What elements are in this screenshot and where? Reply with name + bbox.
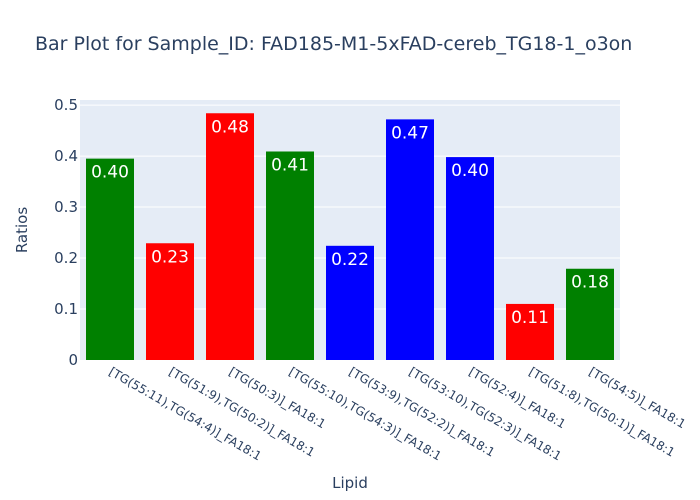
bar	[446, 157, 494, 360]
x-axis-title: Lipid	[332, 474, 368, 492]
x-tick-label: [TG(52:4)]_FA18:1	[467, 364, 569, 431]
bar-value-label: 0.47	[391, 123, 429, 143]
bar-value-label: 0.40	[451, 161, 489, 181]
chart-title: Bar Plot for Sample_ID: FAD185-M1-5xFAD-…	[35, 33, 632, 55]
y-axis-title: Ratios	[13, 207, 31, 254]
bar	[566, 268, 614, 360]
bar	[146, 243, 194, 360]
y-tick-label: 0	[68, 351, 78, 369]
y-tick-label: 0.2	[54, 249, 78, 267]
x-tick-label: [TG(54:5)]_FA18:1	[587, 364, 689, 431]
bar	[326, 245, 374, 360]
x-axis-ticks: [TG(55:11),TG(54:4)]_FA18:1[TG(51:9),TG(…	[107, 364, 689, 463]
bar-value-label: 0.11	[511, 308, 549, 328]
y-tick-label: 0.5	[54, 96, 78, 114]
y-axis-ticks: 0 0.1 0.2 0.3 0.4 0.5	[54, 96, 78, 369]
bar	[266, 151, 314, 360]
bar	[506, 303, 554, 360]
bar	[86, 158, 134, 360]
bar	[386, 119, 434, 360]
bar-value-label: 0.18	[571, 273, 609, 293]
bar	[206, 113, 254, 360]
bar-value-label: 0.48	[211, 117, 249, 137]
bar-value-label: 0.22	[331, 250, 369, 270]
y-tick-label: 0.3	[54, 198, 78, 216]
x-tick-label: [TG(50:3)]_FA18:1	[227, 364, 329, 431]
bars: 0.40 0.23 0.48 0.41 0.22 0.47 0.40 0.11 0.18	[86, 113, 614, 360]
bar-value-label: 0.40	[91, 163, 129, 183]
bar-value-label: 0.23	[151, 247, 189, 267]
y-tick-label: 0.1	[54, 300, 78, 318]
bar-value-label: 0.41	[271, 155, 309, 175]
y-tick-label: 0.4	[54, 147, 78, 165]
